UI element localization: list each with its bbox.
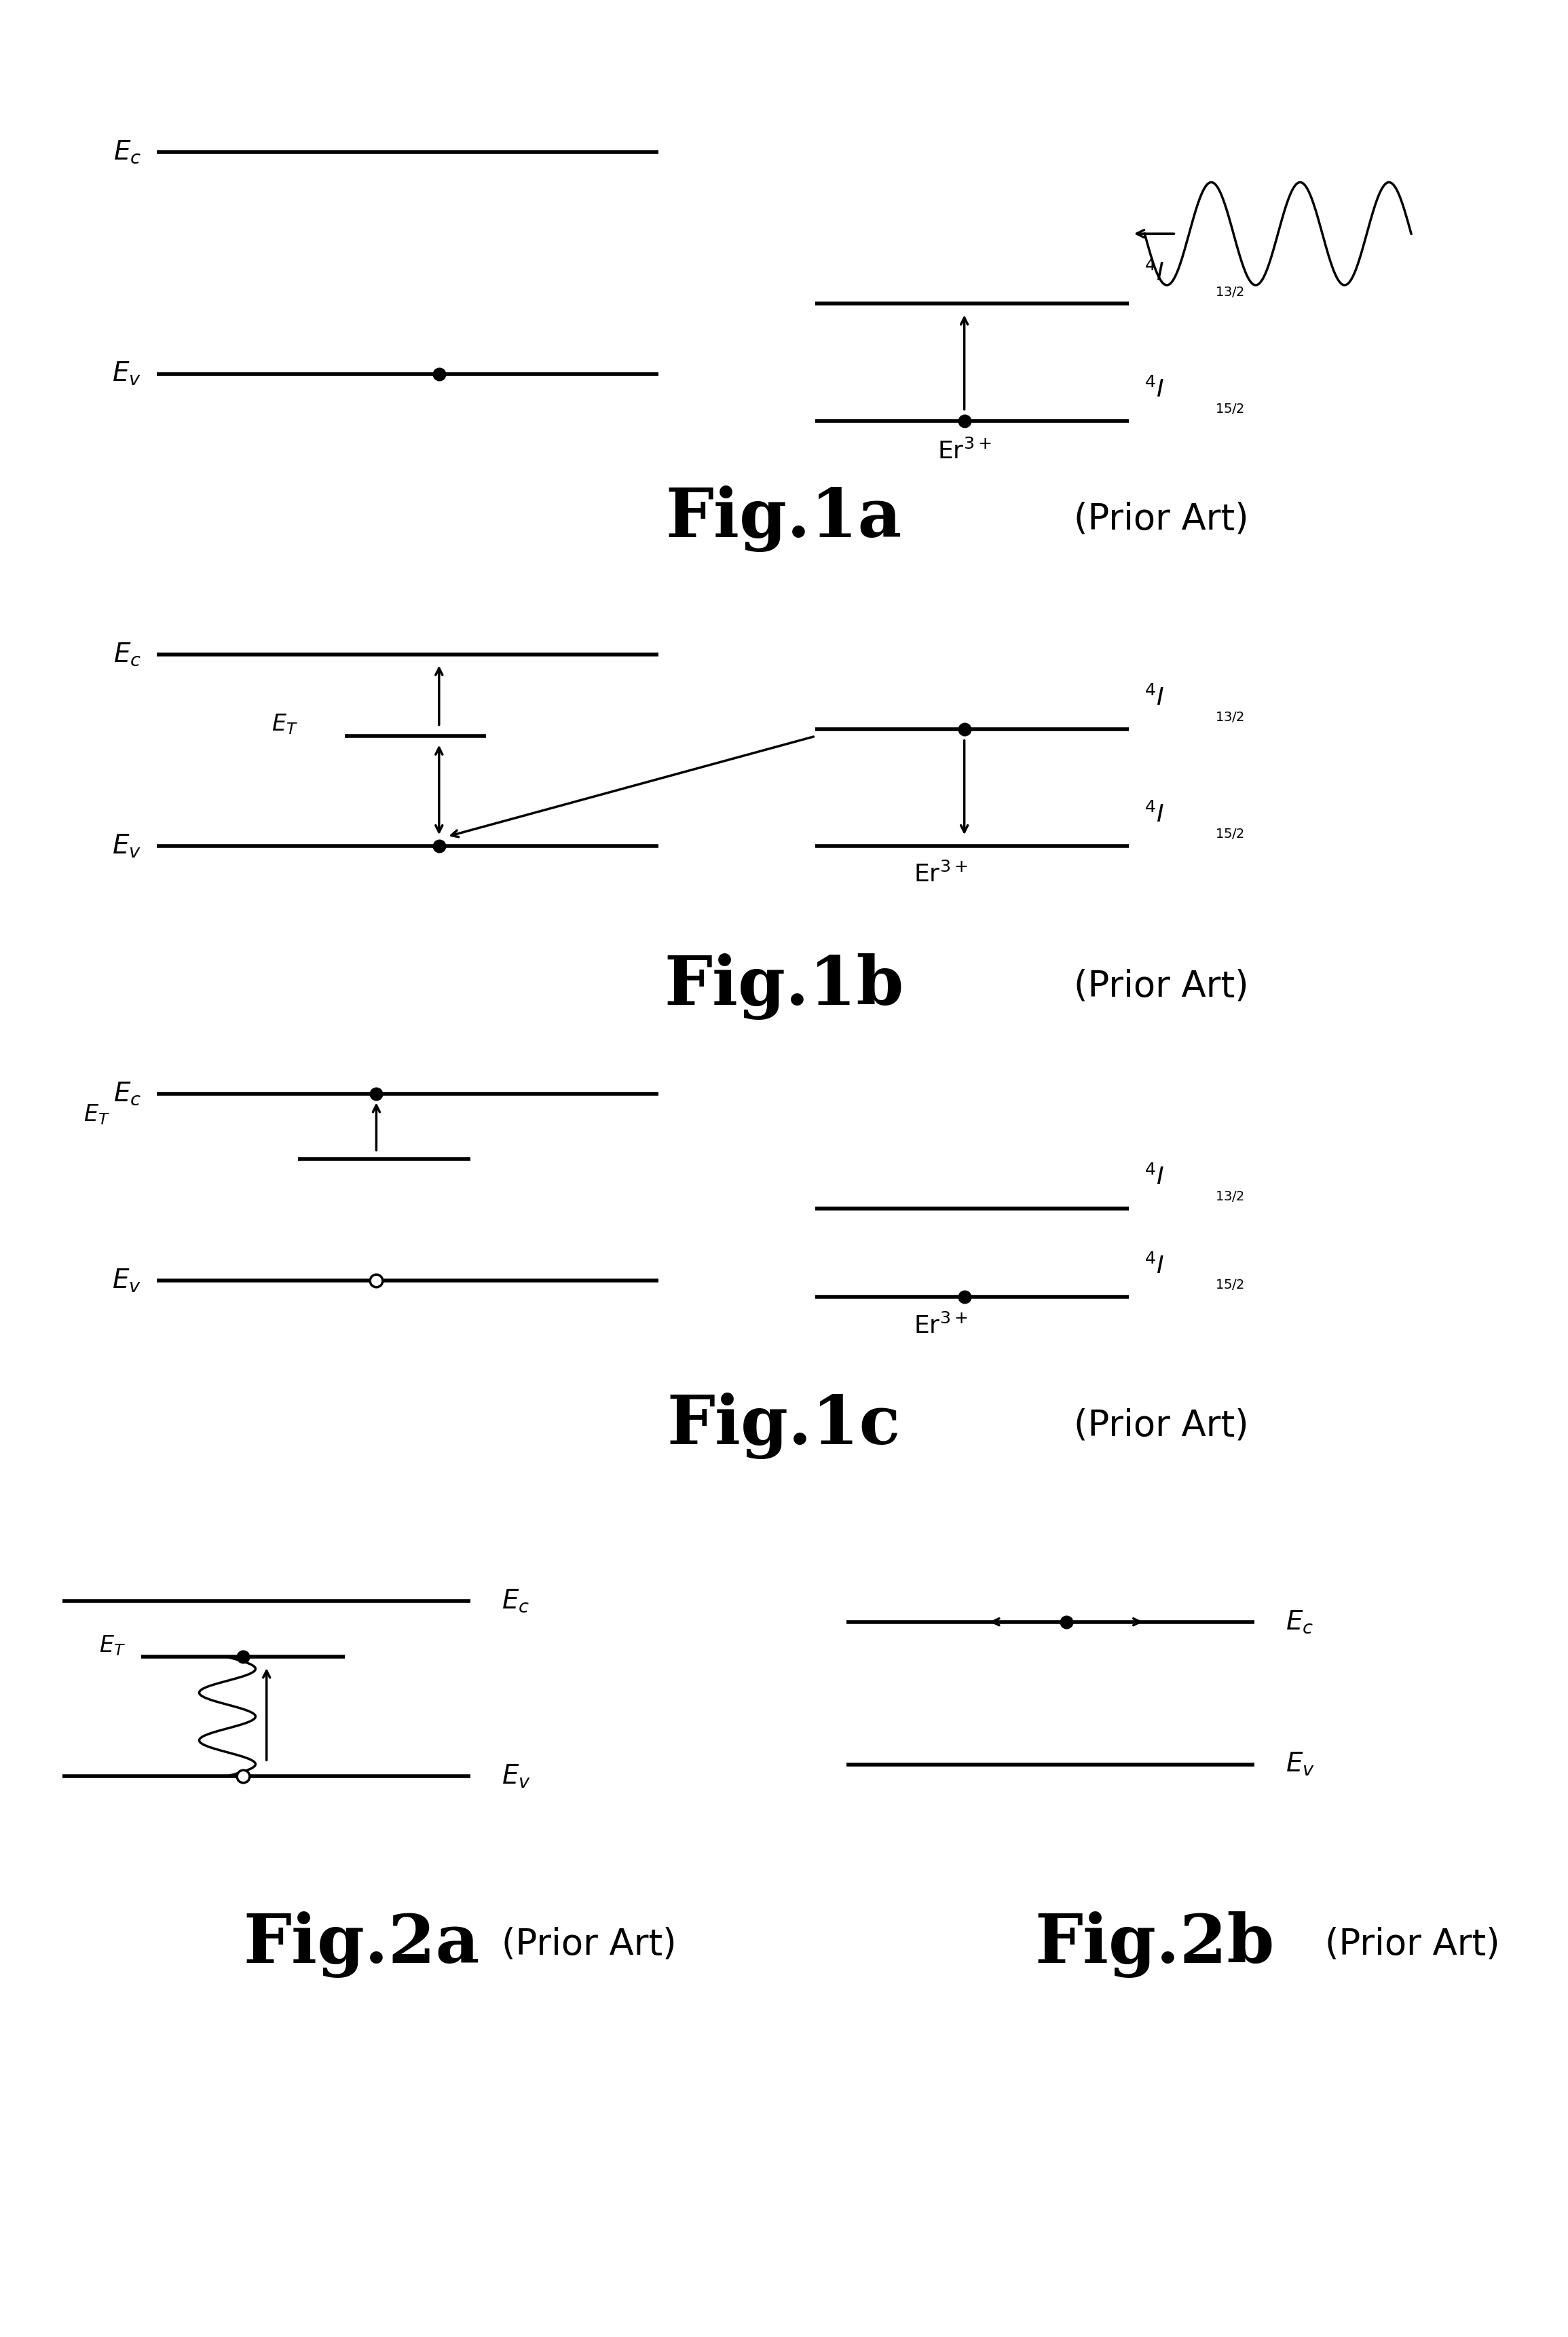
Text: Fig.2a: Fig.2a — [243, 1912, 480, 1977]
Text: $E_T$: $E_T$ — [83, 1103, 110, 1126]
Point — [952, 710, 977, 748]
Text: $E_v$: $E_v$ — [111, 832, 141, 860]
Text: $^4I$: $^4I$ — [1145, 802, 1165, 827]
Text: $_{15/2}$: $_{15/2}$ — [1215, 1274, 1245, 1292]
Text: (Prior Art): (Prior Art) — [502, 1926, 677, 1963]
Text: $E_c$: $E_c$ — [1286, 1608, 1314, 1636]
Point — [952, 402, 977, 439]
Text: $^4I$: $^4I$ — [1145, 376, 1165, 402]
Text: $^4I$: $^4I$ — [1145, 1164, 1165, 1190]
Text: $E_v$: $E_v$ — [111, 1267, 141, 1295]
Text: $E_c$: $E_c$ — [113, 640, 141, 668]
Text: $E_v$: $E_v$ — [1286, 1750, 1316, 1778]
Text: (Prior Art): (Prior Art) — [1074, 968, 1250, 1005]
Point — [364, 1262, 389, 1299]
Text: $_{15/2}$: $_{15/2}$ — [1215, 397, 1245, 416]
Text: $E_c$: $E_c$ — [502, 1587, 530, 1615]
Text: $_{15/2}$: $_{15/2}$ — [1215, 823, 1245, 841]
Text: $^4I$: $^4I$ — [1145, 685, 1165, 710]
Text: $\mathrm{Er}^{3+}$: $\mathrm{Er}^{3+}$ — [914, 862, 967, 888]
Point — [426, 355, 452, 393]
Text: $_{13/2}$: $_{13/2}$ — [1215, 280, 1245, 299]
Text: $^4I$: $^4I$ — [1145, 259, 1165, 285]
Text: Fig.1a: Fig.1a — [666, 486, 902, 552]
Text: (Prior Art): (Prior Art) — [1074, 500, 1250, 538]
Text: $^4I$: $^4I$ — [1145, 1253, 1165, 1278]
Text: $_{13/2}$: $_{13/2}$ — [1215, 1185, 1245, 1204]
Text: Fig.1c: Fig.1c — [666, 1393, 902, 1458]
Text: $E_v$: $E_v$ — [111, 360, 141, 388]
Text: $E_T$: $E_T$ — [271, 713, 298, 736]
Point — [364, 1075, 389, 1112]
Text: $\mathrm{Er}^{3+}$: $\mathrm{Er}^{3+}$ — [914, 1313, 967, 1339]
Text: Fig.2b: Fig.2b — [1035, 1912, 1275, 1977]
Point — [1054, 1603, 1079, 1641]
Text: (Prior Art): (Prior Art) — [1325, 1926, 1501, 1963]
Text: (Prior Art): (Prior Art) — [1074, 1407, 1250, 1444]
Text: $E_c$: $E_c$ — [113, 1080, 141, 1108]
Point — [230, 1638, 256, 1676]
Text: $_{13/2}$: $_{13/2}$ — [1215, 706, 1245, 724]
Text: $E_T$: $E_T$ — [99, 1634, 125, 1657]
Point — [426, 827, 452, 865]
Point — [952, 1278, 977, 1316]
Point — [230, 1757, 256, 1795]
Text: $E_v$: $E_v$ — [502, 1762, 532, 1790]
Text: $\mathrm{Er}^{3+}$: $\mathrm{Er}^{3+}$ — [938, 439, 991, 465]
Text: Fig.1b: Fig.1b — [665, 953, 903, 1019]
Text: $E_c$: $E_c$ — [113, 138, 141, 166]
